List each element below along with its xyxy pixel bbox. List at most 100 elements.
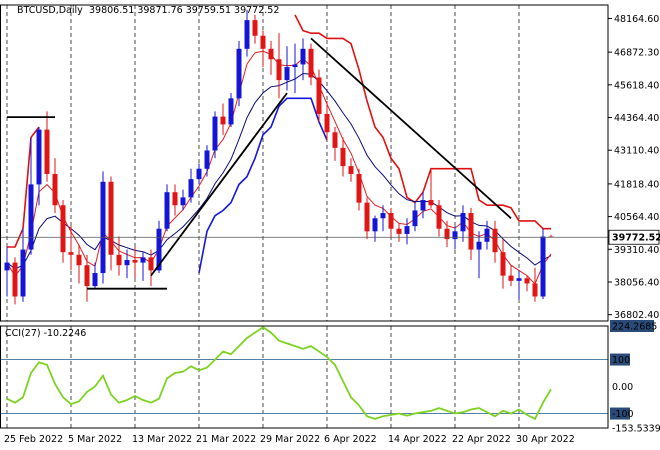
last-price-badge — [608, 229, 660, 245]
y-tick-label: 39310.40 — [614, 245, 659, 256]
axes: 48164.60 46872.30 45618.40 44364.40 43110.40… — [0, 4, 660, 445]
y-tick-label: 46872.30 — [614, 48, 659, 59]
candle-body — [52, 173, 58, 206]
candle-body — [508, 275, 514, 281]
candle-body — [540, 236, 546, 297]
candle-body — [372, 218, 378, 232]
candle-body — [476, 241, 482, 250]
trend-lines — [7, 37, 512, 290]
candle-body — [4, 262, 10, 271]
candle-body — [484, 228, 490, 242]
candle-body — [388, 213, 394, 229]
candle-body — [260, 35, 266, 49]
candle-body — [196, 168, 202, 180]
candle-body — [236, 48, 242, 99]
y-tick-label: 40564.40 — [614, 212, 659, 223]
cci-tick-label: 224.2685 — [612, 322, 657, 333]
cci-tick-label: 100 — [612, 355, 630, 366]
candle-body — [276, 59, 282, 81]
candle-body — [268, 48, 274, 60]
candle-body — [148, 257, 154, 271]
candle-body — [332, 132, 338, 148]
candle-body — [116, 254, 122, 266]
candle-body — [156, 228, 162, 271]
candle-body — [108, 181, 114, 255]
cci-label: CCI(27) -10.2246 — [5, 328, 86, 339]
candle-body — [292, 64, 298, 68]
candle-body — [436, 205, 442, 229]
trailing-stop-blue — [198, 97, 328, 274]
candle-body — [308, 48, 314, 78]
candle-body — [132, 259, 138, 263]
cci-panel — [0, 326, 608, 421]
candle-body — [340, 147, 346, 167]
cci-tick-badge — [610, 353, 630, 366]
cci-tick-label: -153.5339 — [612, 424, 660, 435]
y-tick-label: 43110.40 — [614, 146, 659, 157]
candle-body — [300, 48, 306, 65]
candle-body — [220, 116, 226, 125]
cci-tick-label: -100 — [612, 409, 634, 420]
x-tick-label: 13 Mar 2022 — [132, 434, 192, 445]
candle-body — [100, 181, 106, 274]
candle-body — [500, 252, 506, 276]
candle-body — [532, 283, 538, 297]
candle-body — [316, 77, 322, 114]
x-tick-label: 6 Apr 2022 — [324, 434, 377, 445]
candle-body — [516, 278, 522, 281]
candle-body — [36, 129, 42, 185]
falling-trend-line — [310, 37, 512, 219]
candle-body — [84, 265, 90, 287]
candle-body — [284, 67, 290, 81]
candle-body — [468, 213, 474, 250]
candle-body — [76, 254, 82, 266]
candle-body — [60, 205, 66, 253]
candle-body — [68, 252, 74, 255]
candle-body — [452, 231, 458, 240]
candle-body — [140, 257, 146, 263]
candle-body — [412, 210, 418, 227]
trailing-stop-red — [294, 14, 551, 230]
candle-body — [492, 228, 498, 253]
cci-tick-badge — [610, 320, 654, 332]
y-tick-label: 48164.60 — [614, 14, 659, 25]
candle-body — [404, 226, 410, 234]
price-panel-frame — [0, 4, 609, 322]
candle-body — [44, 129, 50, 174]
cci-line — [6, 326, 552, 421]
candle-body — [164, 192, 170, 229]
x-tick-label: 22 Apr 2022 — [452, 434, 511, 445]
x-tick-label: 29 Mar 2022 — [260, 434, 320, 445]
rising-trend-line — [150, 92, 288, 277]
candle-body — [380, 213, 386, 219]
candle-body — [324, 113, 330, 133]
candle-body — [228, 98, 234, 125]
candle-body — [356, 173, 362, 203]
candle-body — [348, 166, 354, 174]
candle-body — [12, 262, 18, 297]
candle-body — [428, 200, 434, 206]
candle-body — [172, 192, 178, 206]
candle-body — [364, 202, 370, 232]
y-tick-label: 45618.40 — [614, 80, 659, 91]
y-tick-label: 38056.40 — [614, 277, 659, 288]
chart-header-symbol: BTCUSD,Daily — [17, 5, 83, 16]
x-tick-label: 5 Mar 2022 — [68, 434, 122, 445]
candlesticks — [4, 9, 554, 305]
x-tick-label: 25 Feb 2022 — [4, 434, 63, 445]
x-tick-label: 14 Apr 2022 — [388, 434, 447, 445]
candle-body — [460, 213, 466, 232]
candle-body — [124, 259, 130, 266]
candle-body — [92, 273, 98, 287]
last-price-label: 39772.52 — [612, 233, 660, 244]
y-tick-label: 44364.40 — [614, 113, 659, 124]
candle-body — [204, 150, 210, 169]
y-tick-label: 36802.40 — [614, 310, 659, 321]
cci-tick-badge — [610, 407, 630, 420]
candle-body — [244, 20, 250, 49]
candle-body — [396, 228, 402, 234]
candle-body — [188, 179, 194, 198]
cci-tick-label: 0.00 — [612, 382, 633, 393]
x-tick-label: 30 Apr 2022 — [516, 434, 575, 445]
